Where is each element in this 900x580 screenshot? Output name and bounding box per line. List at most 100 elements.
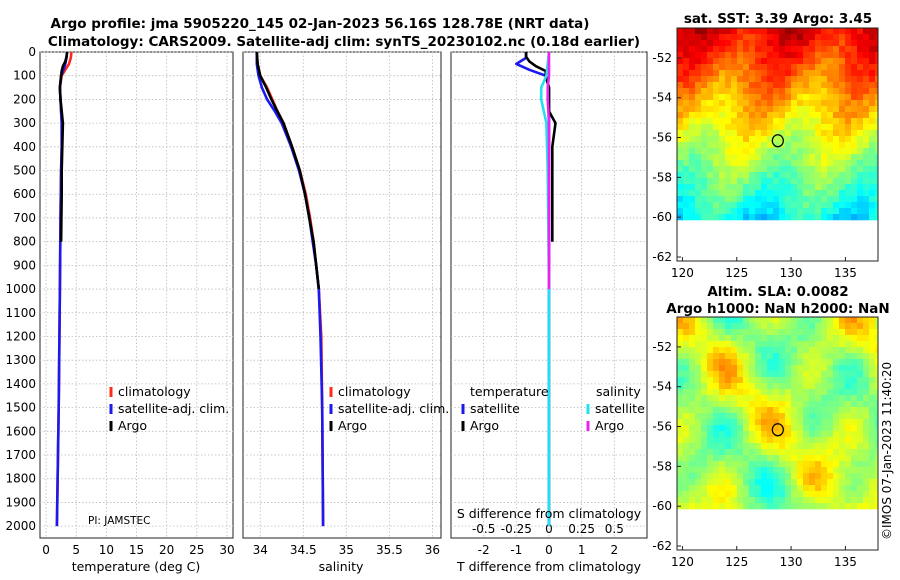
map-cell [695, 491, 702, 498]
map-cell [767, 353, 774, 360]
map-cell [767, 449, 774, 456]
map-cell [725, 208, 732, 215]
map-cell [689, 407, 696, 414]
map-cell [845, 353, 852, 360]
map-cell [761, 34, 768, 41]
map-cell [857, 353, 864, 360]
map-cell [773, 142, 780, 149]
map-cell [779, 28, 786, 35]
map-cell [851, 431, 858, 438]
map-cell [791, 88, 798, 95]
map-cell [767, 371, 774, 378]
map-cell [755, 64, 762, 71]
legend-label: Argo [118, 418, 147, 433]
map-cell [809, 389, 816, 396]
map-cell [719, 365, 726, 372]
map-cell [683, 479, 690, 486]
map-cell [737, 413, 744, 420]
map-cell [695, 503, 702, 510]
map-cell [797, 112, 804, 119]
map-cell [731, 425, 738, 432]
map-cell [797, 94, 804, 101]
map-cell [773, 485, 780, 492]
map-cell [827, 64, 834, 71]
map-cell [779, 178, 786, 185]
map-cell [863, 28, 870, 35]
map-cell [731, 184, 738, 191]
map-cell [785, 178, 792, 185]
map-cell [875, 329, 879, 336]
map-cell [869, 419, 876, 426]
map-cell [749, 46, 756, 53]
map-cell [821, 443, 828, 450]
map-cell [773, 467, 780, 474]
map-cell [803, 497, 810, 504]
map-cell [845, 100, 852, 107]
map-cell [677, 172, 684, 179]
map-cell [839, 64, 846, 71]
map-cell [761, 413, 768, 420]
map-cell [851, 52, 858, 59]
map-cell [863, 413, 870, 420]
map-cell [797, 202, 804, 209]
map-cell [869, 58, 876, 65]
map-cell [695, 112, 702, 119]
map-cell [737, 347, 744, 354]
map-cell [809, 395, 816, 402]
map-cell [701, 34, 708, 41]
map-cell [731, 395, 738, 402]
map-cell [875, 371, 879, 378]
map-cell [875, 58, 879, 65]
temperature-grid [40, 51, 233, 538]
map-cell [803, 64, 810, 71]
map-cell [683, 317, 690, 324]
map-cell [773, 479, 780, 486]
map-cell [731, 76, 738, 83]
map-cell [761, 473, 768, 480]
map-cell [839, 491, 846, 498]
map-cell [707, 425, 714, 432]
map-cell [851, 395, 858, 402]
map-cell [833, 178, 840, 185]
map-cell [815, 461, 822, 468]
map-cell [803, 184, 810, 191]
map-cell [857, 28, 864, 35]
map-cell [743, 395, 750, 402]
map-cell [875, 473, 879, 480]
map-cell [773, 46, 780, 53]
map-cell [785, 329, 792, 336]
map-cell [689, 323, 696, 330]
map-cell [845, 112, 852, 119]
map-cell [689, 100, 696, 107]
map-cell [779, 329, 786, 336]
map-cell [731, 148, 738, 155]
map-cell [689, 172, 696, 179]
map-cell [857, 46, 864, 53]
map-cell [689, 148, 696, 155]
map-cell [791, 106, 798, 113]
salinity-axis-label: salinity [319, 559, 364, 574]
map-cell [755, 58, 762, 65]
map-cell [743, 383, 750, 390]
map-cell [797, 160, 804, 167]
profile-line [539, 52, 551, 527]
map-cell [857, 407, 864, 414]
map-cell [707, 395, 714, 402]
map-cell [755, 130, 762, 137]
map-cell [785, 148, 792, 155]
map-cell [863, 389, 870, 396]
map-cell [791, 455, 798, 462]
salinity-difference-ticks: -0.5 -0.25 0 0.25 0.5 [472, 522, 624, 536]
map-cell [683, 106, 690, 113]
map-cell [767, 46, 774, 53]
map-cell [725, 395, 732, 402]
map-cell [821, 377, 828, 384]
map-cell [695, 196, 702, 203]
map-cell [755, 70, 762, 77]
map-cell [815, 34, 822, 41]
map-cell [779, 467, 786, 474]
map-cell [785, 365, 792, 372]
map-cell [719, 419, 726, 426]
map-cell [779, 124, 786, 131]
map-cell [797, 136, 804, 143]
